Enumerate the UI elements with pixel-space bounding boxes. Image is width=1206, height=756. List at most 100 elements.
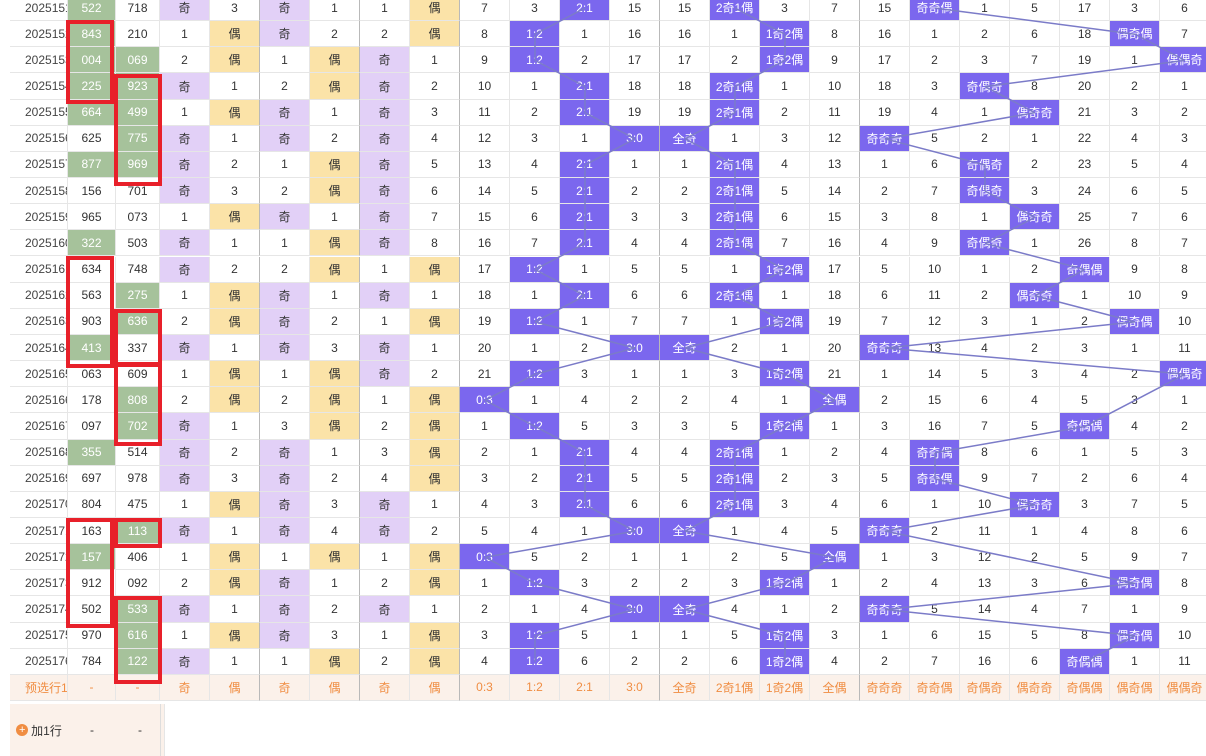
preselect-option[interactable]: 偶 <box>410 675 460 701</box>
trend-cell: 偶 <box>310 152 360 178</box>
preselect-option[interactable]: 奇 <box>260 675 310 701</box>
trend-cell: 21 <box>460 361 510 387</box>
trend-cell: 1 <box>710 309 760 335</box>
trend-cell: 8 <box>1160 257 1206 283</box>
trend-cell: 15 <box>960 623 1010 649</box>
issue-number: 2025169 <box>10 466 68 492</box>
trend-cell: 4 <box>960 335 1010 361</box>
preselect-option[interactable]: 奇偶偶 <box>1060 675 1110 701</box>
add-row-button[interactable]: + 加1行 <box>10 704 69 756</box>
trend-cell: 偶 <box>310 257 360 283</box>
trend-cell: 奇偶偶 <box>1060 257 1110 283</box>
trend-cell: 4 <box>360 466 410 492</box>
trend-cell: 奇 <box>160 335 210 361</box>
trend-cell: 7 <box>860 309 910 335</box>
preselect-option[interactable]: 全偶 <box>810 675 860 701</box>
trend-cell: 3 <box>710 570 760 596</box>
trend-cell: 偶偶奇 <box>1160 361 1206 387</box>
trend-cell: 5 <box>660 466 710 492</box>
trend-cell: 1 <box>460 570 510 596</box>
trend-cell: 12 <box>460 126 510 152</box>
trend-cell: 4 <box>310 518 360 544</box>
preselect-option[interactable]: 偶奇偶 <box>1110 675 1160 701</box>
trend-cell: 13 <box>810 152 860 178</box>
trend-cell: 1 <box>210 335 260 361</box>
trend-cell: 6 <box>960 387 1010 413</box>
trend-cell: 3 <box>360 440 410 466</box>
trend-cell: 7 <box>660 309 710 335</box>
preselect-option[interactable]: 奇 <box>360 675 410 701</box>
preselect-option[interactable]: 1:2 <box>510 675 560 701</box>
trend-cell: 1 <box>810 570 860 596</box>
trend-cell: 6 <box>560 649 610 675</box>
trend-cell: 18 <box>460 283 510 309</box>
trend-cell: 1 <box>610 544 660 570</box>
trend-cell: 奇 <box>160 440 210 466</box>
trend-cell: 奇 <box>260 518 310 544</box>
draw-number-a: 664 <box>68 100 116 126</box>
trend-cell: 19 <box>660 100 710 126</box>
preselect-option[interactable]: 奇偶奇 <box>960 675 1010 701</box>
preselect-option[interactable]: 偶偶奇 <box>1160 675 1206 701</box>
preselect-option[interactable]: 偶奇奇 <box>1010 675 1060 701</box>
trend-cell: 17 <box>810 257 860 283</box>
preselect-option[interactable]: 2:1 <box>560 675 610 701</box>
trend-cell: 3 <box>660 204 710 230</box>
trend-cell: 5 <box>660 257 710 283</box>
trend-cell: 7 <box>960 413 1010 439</box>
preselect-option[interactable]: 奇 <box>160 675 210 701</box>
preselect-option[interactable]: 偶 <box>310 675 360 701</box>
trend-cell: 奇 <box>360 100 410 126</box>
trend-cell: 1 <box>910 492 960 518</box>
add-row-value-a: - <box>68 704 117 756</box>
trend-cell: 奇 <box>260 440 310 466</box>
trend-cell: 1:2 <box>510 309 560 335</box>
trend-cell: 2 <box>610 570 660 596</box>
trend-cell: 偶奇偶 <box>1110 623 1160 649</box>
trend-cell: 1 <box>510 387 560 413</box>
trend-cell: 1 <box>560 518 610 544</box>
draw-number-a: 903 <box>68 309 116 335</box>
preselect-option[interactable]: 3:0 <box>610 675 660 701</box>
preselect-option[interactable]: 奇奇奇 <box>860 675 910 701</box>
trend-cell: 1:2 <box>510 570 560 596</box>
trend-cell: 1 <box>910 21 960 47</box>
trend-cell: 1:2 <box>510 257 560 283</box>
trend-cell: 偶奇奇 <box>1010 492 1060 518</box>
trend-cell: 偶 <box>410 649 460 675</box>
trend-cell: 偶 <box>410 413 460 439</box>
trend-cell: 6 <box>1160 518 1206 544</box>
trend-cell: 奇 <box>260 283 310 309</box>
trend-cell: 奇 <box>360 178 410 204</box>
trend-cell: 5 <box>1110 440 1160 466</box>
preselect-option[interactable]: 全奇 <box>660 675 710 701</box>
preselect-option[interactable]: 1奇2偶 <box>760 675 810 701</box>
trend-cell: 2 <box>860 570 910 596</box>
trend-cell: 1 <box>560 257 610 283</box>
trend-cell: 13 <box>960 570 1010 596</box>
trend-cell: 2 <box>410 361 460 387</box>
trend-cell: 1 <box>1010 518 1060 544</box>
trend-cell: 全奇 <box>660 126 710 152</box>
trend-cell: 1 <box>1160 73 1206 99</box>
trend-cell: 1 <box>410 596 460 622</box>
trend-cell: 5 <box>510 544 560 570</box>
preselect-option[interactable]: 奇奇偶 <box>910 675 960 701</box>
trend-cell: 奇 <box>360 361 410 387</box>
trend-cell: 2 <box>910 518 960 544</box>
trend-cell: 5 <box>860 466 910 492</box>
draw-number-b: 636 <box>116 309 160 335</box>
trend-cell: 14 <box>960 596 1010 622</box>
trend-cell: 偶 <box>210 492 260 518</box>
trend-cell: 14 <box>910 361 960 387</box>
trend-cell: 18 <box>1060 21 1110 47</box>
trend-cell: 2 <box>1160 413 1206 439</box>
preselect-option[interactable]: 2奇1偶 <box>710 675 760 701</box>
preselect-option[interactable]: 偶 <box>210 675 260 701</box>
preselect-option[interactable]: 0:3 <box>460 675 510 701</box>
trend-cell: 2:1 <box>560 230 610 256</box>
trend-cell: 2 <box>810 596 860 622</box>
trend-cell: 奇偶奇 <box>960 230 1010 256</box>
trend-cell: 1 <box>960 204 1010 230</box>
trend-cell: 2 <box>310 309 360 335</box>
